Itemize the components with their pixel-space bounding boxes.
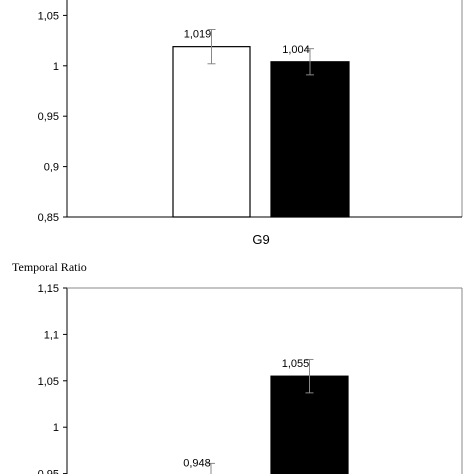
chart-panel-top: 0,85 0,9 0,95 1 1,05 1,019 1,004 G9 [38, 0, 463, 247]
y-tick-label: 1,05 [38, 376, 59, 388]
y-tick-label: 0,95 [38, 111, 59, 123]
y-tick-label: 1 [53, 422, 59, 434]
y-tick-label: 1,15 [38, 283, 59, 295]
chart-title-temporal-ratio: Temporal Ratio [12, 260, 87, 274]
data-label: 0,948 [183, 457, 211, 469]
y-tick-label: 1 [53, 61, 59, 73]
y-tick-label: 0,9 [44, 162, 59, 174]
bar [270, 61, 350, 218]
data-label: 1,055 [282, 358, 310, 370]
data-label: 1,004 [282, 44, 310, 56]
y-tick-label: 1,1 [44, 329, 59, 341]
bar [172, 46, 251, 218]
data-label: 1,019 [184, 29, 212, 41]
y-tick-label: 0,95 [38, 469, 59, 474]
chart-panel-bottom: 0,95 1 1,05 1,1 1,15 0,948 1,055 [38, 283, 463, 474]
y-tick-label: 0,85 [38, 212, 59, 224]
y-tick-label: 1,05 [38, 10, 59, 22]
x-category-label: G9 [252, 232, 269, 247]
